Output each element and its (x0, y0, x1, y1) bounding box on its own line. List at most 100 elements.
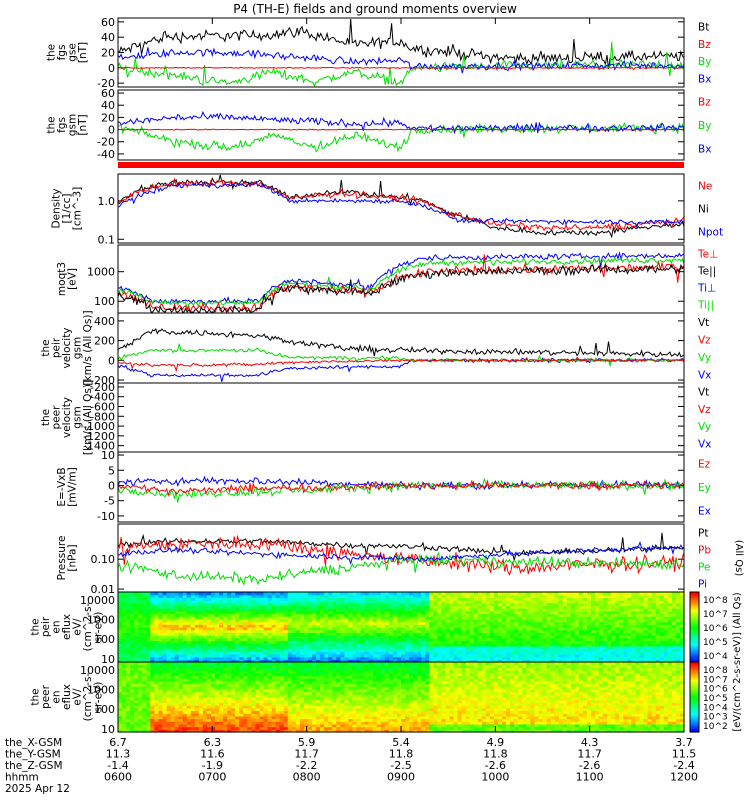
panel-ylabel: the (45, 116, 57, 133)
ytick-label: -1200 (83, 430, 115, 443)
panel-ylabel: sr-eV) (93, 682, 105, 713)
ytick-label: -10 (97, 510, 115, 523)
panel-ylabel: [km/s (All Qs)] (82, 380, 94, 455)
xtick-label: 11.8 (389, 748, 414, 761)
xtick-label: 0700 (198, 771, 226, 784)
panel-ylabel: peir (40, 616, 52, 637)
xtick-label: 1100 (576, 771, 604, 784)
xtick-label: 5.4 (392, 736, 410, 749)
colorbar-tick: 10^2 (703, 722, 728, 732)
ytick-label: 0.01 (91, 583, 116, 596)
ytick-label: 5 (108, 464, 115, 477)
colorbar-tick: 10^7 (703, 610, 728, 620)
panel-ylabel: [nT] (77, 114, 89, 135)
panel-ylabel: eflux (61, 684, 73, 710)
ytick-label: -1400 (83, 440, 115, 453)
panel-ylabel: Pressure (56, 536, 68, 581)
panel-ylabel: (cm^2-s- (82, 672, 94, 721)
panel-density: 1.0 0.1 Density[1/cc][cm^-3] Ne Ni Npot (51, 174, 723, 246)
series-Ti-perp (118, 251, 684, 306)
xtick-label: -1.9 (202, 759, 223, 772)
frame-fgs-gse (117, 17, 685, 88)
traces-efield (118, 475, 684, 503)
ytick-label: 10000 (80, 594, 115, 607)
series-Ti-par (118, 256, 684, 311)
traces-pressure (118, 532, 684, 587)
ytick-label: 10000 (80, 664, 115, 677)
series-Bx (118, 47, 684, 74)
xtick-label: -2.6 (579, 759, 600, 772)
legend-Vt: Vt (698, 387, 709, 399)
ytick-label: 1000 (87, 266, 115, 279)
traces-fgs-gsm (118, 110, 684, 153)
panel-ylabel: eflux (61, 614, 73, 640)
panel-ylabel: sr-eV) (93, 612, 105, 643)
legend-Pe: Pe (698, 562, 710, 574)
xtick-label: 1000 (481, 771, 509, 784)
panel-ylabel: eV/ (72, 688, 84, 706)
panel-peir-spec: 10000 1000 100 10 thepeirenefluxeV/(cm^2-s-s… (30, 594, 684, 666)
traces-temperature (118, 251, 684, 313)
series-Bz (118, 127, 684, 132)
pressure-side-label: (All Qs) (733, 540, 744, 577)
panel-ylabel: [km/s (All Qs)] (82, 310, 94, 385)
panel-ylabel: [eV] (66, 268, 78, 290)
legend-Vz: Vz (698, 404, 711, 416)
ytick-label: 0.1 (98, 233, 116, 246)
xtick-label: 4.9 (487, 736, 505, 749)
colorbar-tick: 10^3 (703, 713, 728, 723)
panel-ylabel: gsm (66, 114, 78, 136)
colorbar-peir-spec: 10^8 10^7 10^6 10^5 10^4 (689, 591, 728, 663)
series-By (118, 41, 684, 87)
ytick-label: 400 (94, 315, 115, 328)
ytick-label: -20 (97, 77, 115, 90)
panel-ylabel: eV/ (72, 618, 84, 636)
xaxis-row-label: the_X-GSM (5, 737, 62, 749)
series-Te-par (118, 263, 684, 313)
panel-ylabel: peir (51, 337, 63, 358)
xtick-label: 11.7 (577, 748, 602, 761)
traces-peir-velocity (118, 328, 684, 382)
xtick-label: 5.9 (298, 736, 316, 749)
spectrogram-peir-spec (118, 592, 685, 663)
colorbar-tick: 10^6 (703, 624, 728, 634)
legend-Bz: Bz (698, 97, 711, 109)
panel-ylabel: velocity (61, 397, 73, 438)
panel-ylabel: fgs (56, 45, 68, 61)
panel-ylabel: fgs (56, 117, 68, 133)
xtick-label: -2.5 (390, 759, 411, 772)
ytick-label: 40 (101, 31, 115, 44)
traces-fgs-gse (118, 18, 684, 87)
xtick-label: 11.5 (672, 748, 697, 761)
series-Vz (118, 356, 684, 373)
traces-density (118, 174, 684, 239)
ytick-label: 20 (101, 47, 115, 60)
status-bar (118, 162, 684, 168)
colorbar-tick: 10^4 (703, 652, 728, 662)
legend-Npot: Npot (698, 227, 723, 239)
ytick-label: 10 (101, 653, 115, 666)
xaxis-row-label: the_Z-GSM (5, 760, 63, 772)
panel-ylabel: [mV/m] (66, 467, 78, 506)
xtick-label: 11.8 (483, 748, 508, 761)
ytick-label: 0 (108, 354, 115, 367)
ytick-label: -800 (90, 410, 115, 423)
panel-efield: 10 5 0 -5 -10 E=-VxB[mV/m] Ez Ey Ex (56, 449, 711, 523)
ytick-label: -20 (97, 136, 115, 149)
series-Pb (118, 534, 684, 576)
panel-ylabel: peer (40, 684, 52, 709)
panel-ylabel: en (51, 690, 63, 703)
panel-ylabel: the (40, 409, 52, 426)
frame-peer-velocity (117, 382, 685, 453)
legend-Vx: Vx (698, 369, 711, 381)
legend-By: By (698, 120, 711, 132)
legend-Bz: Bz (698, 39, 711, 51)
colorbar-tick: 10^8 (703, 596, 728, 606)
xaxis-row-label: hhmm (5, 772, 39, 784)
legend-Te||: Te|| (697, 266, 716, 278)
panel-pressure: 0.10 0.01 Pressure[nPa] Pt Pb Pe Pi (All Qs) (56, 528, 744, 597)
xtick-label: 11.3 (106, 748, 131, 761)
ytick-label: -5 (104, 495, 115, 508)
series-Vt (118, 328, 684, 358)
